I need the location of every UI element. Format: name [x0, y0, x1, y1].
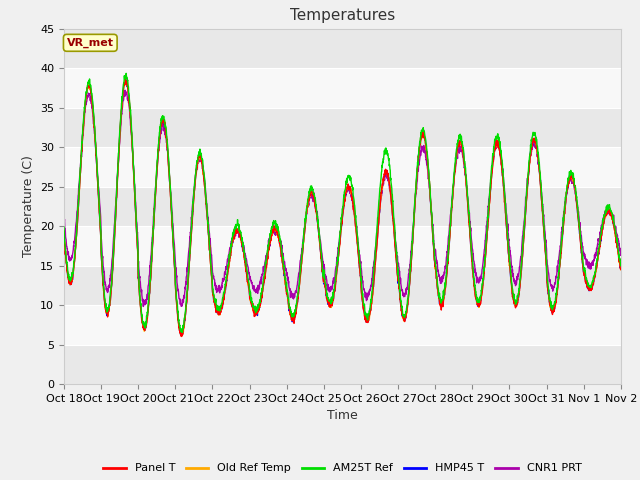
Bar — [64, 187, 621, 226]
Bar — [64, 147, 621, 187]
Bar — [64, 68, 621, 108]
Bar — [64, 345, 621, 384]
Y-axis label: Temperature (C): Temperature (C) — [22, 156, 35, 257]
Bar — [64, 226, 621, 265]
Bar — [64, 29, 621, 68]
Bar — [64, 108, 621, 147]
X-axis label: Time: Time — [327, 409, 358, 422]
Legend: Panel T, Old Ref Temp, AM25T Ref, HMP45 T, CNR1 PRT: Panel T, Old Ref Temp, AM25T Ref, HMP45 … — [99, 459, 586, 478]
Text: VR_met: VR_met — [67, 37, 114, 48]
Bar — [64, 265, 621, 305]
Title: Temperatures: Temperatures — [290, 9, 395, 24]
Bar — [64, 305, 621, 345]
